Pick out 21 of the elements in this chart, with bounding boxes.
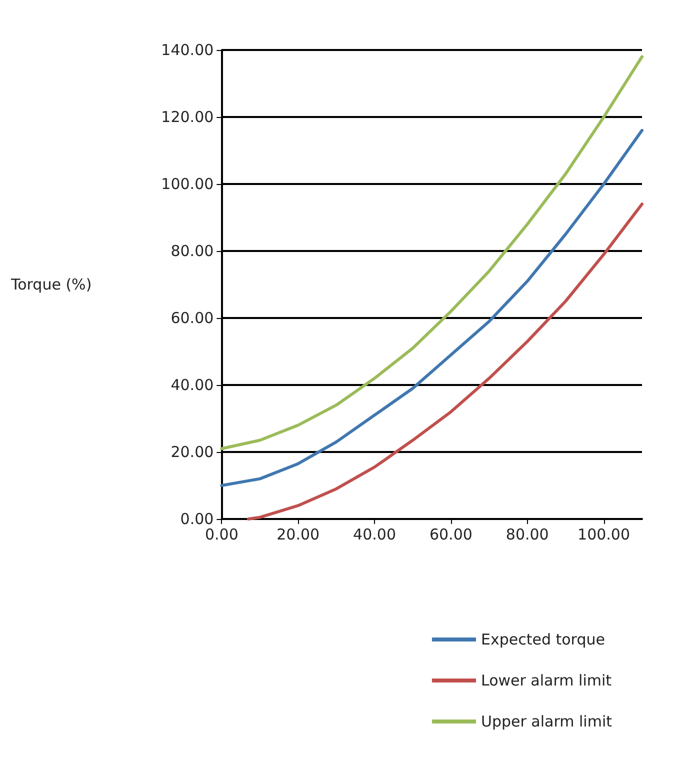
x-tick-label: 40.00 [353,526,396,544]
line-series [220,55,644,450]
y-tick-label: 40.00 [170,376,214,394]
x-tick-label: 100.00 [578,526,630,544]
y-tick-label: 100.00 [161,175,214,193]
y-tick-label: 80.00 [170,242,214,260]
y-tick-label: 120.00 [161,108,214,126]
legend-label: Lower alarm limit [480,672,612,690]
legend-label: Expected torque [480,630,605,648]
y-axis-title: Torque (%) [10,276,92,294]
line-series [220,128,644,487]
y-tick-label: 140.00 [161,41,214,59]
y-tick-label: 60.00 [170,309,214,327]
x-tick-label: 80.00 [506,526,549,544]
x-tick-label: 0.00 [204,526,238,544]
y-tick-label: 20.00 [170,443,214,461]
x-tick-label: 60.00 [429,526,472,544]
line-series [246,202,644,520]
legend-label: Upper alarm limit [480,712,612,730]
y-tick-label: 0.00 [180,510,214,528]
x-tick-label: 20.00 [276,526,320,544]
